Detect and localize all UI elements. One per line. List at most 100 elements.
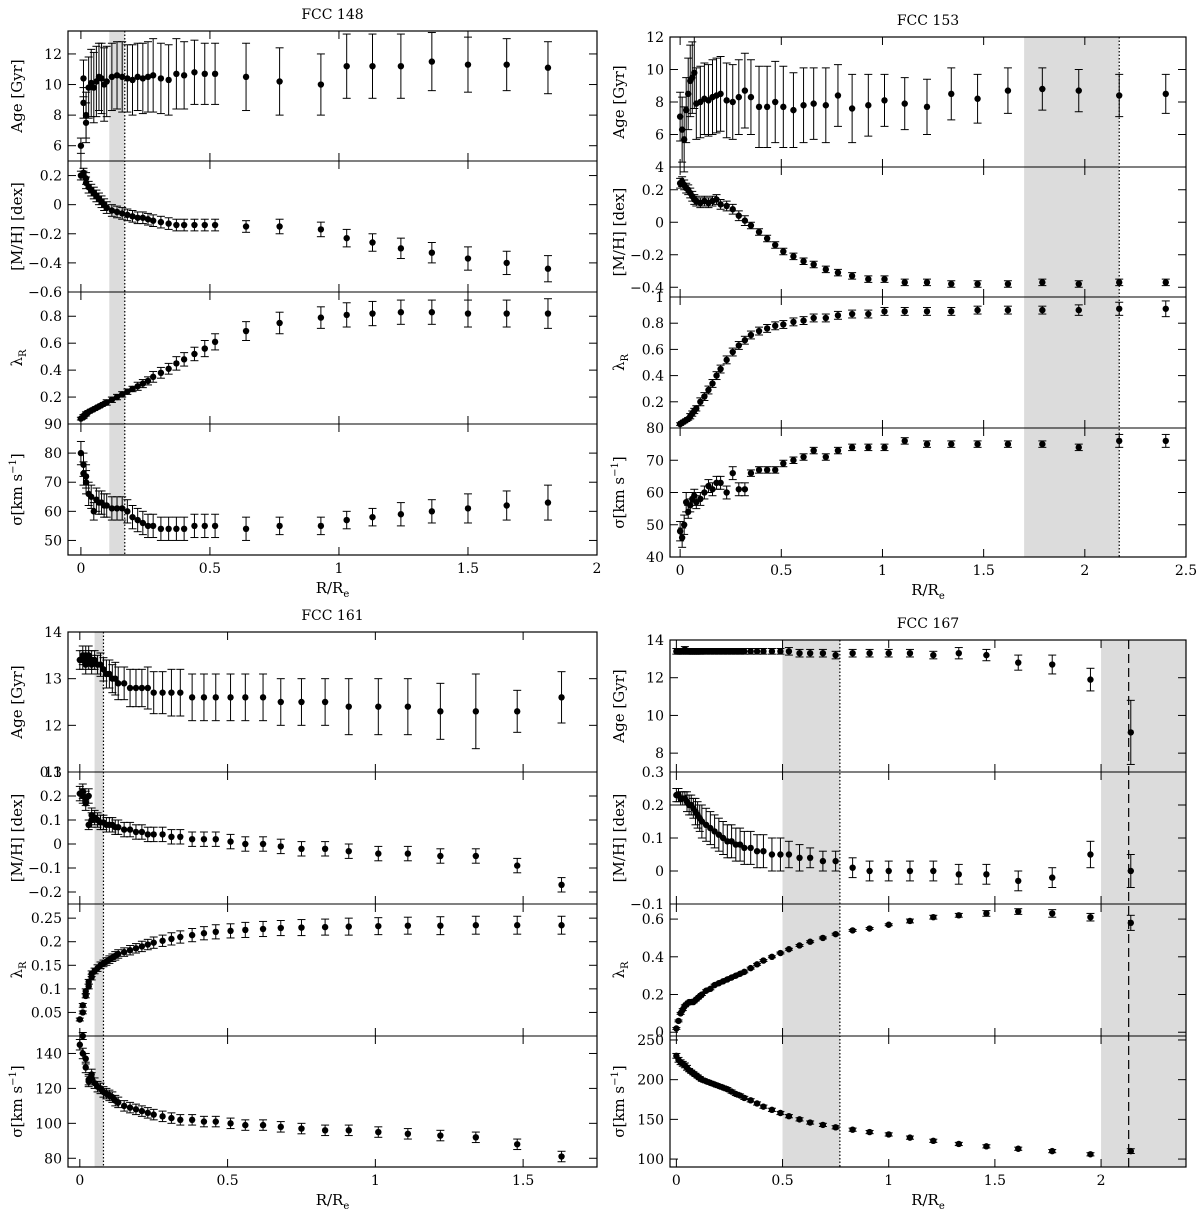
data-point: [113, 393, 121, 401]
data-point: [180, 72, 188, 79]
data-point: [885, 921, 892, 928]
data-point: [139, 214, 147, 221]
data-point: [276, 223, 283, 230]
data-point: [76, 1016, 84, 1023]
data-point: [397, 309, 405, 316]
y-tick-label: 0.05: [31, 1005, 62, 1021]
data-point: [848, 105, 856, 112]
data-point: [1127, 729, 1134, 736]
data-point: [242, 525, 250, 532]
data-point: [800, 453, 807, 461]
y-tick-label: 0.2: [40, 390, 62, 406]
y-axis-label: λR: [8, 349, 29, 367]
x-tick-label: 1.5: [973, 563, 995, 579]
data-point: [113, 505, 121, 512]
y-axis-label: Age [Gyr]: [8, 665, 26, 739]
data-point: [397, 511, 405, 518]
data-point: [735, 342, 742, 349]
data-point: [129, 513, 136, 521]
y-tick-label: 0.4: [642, 369, 664, 385]
data-point: [343, 311, 350, 319]
data-point: [763, 325, 771, 332]
data-point: [437, 1132, 444, 1139]
y-tick-label: 0: [655, 1025, 664, 1041]
data-point: [321, 845, 329, 852]
chart-frame: [67, 30, 598, 556]
y-tick-label: 0.2: [642, 798, 664, 814]
data-point: [129, 76, 136, 84]
data-point: [120, 826, 128, 833]
data-point: [763, 466, 771, 474]
panel-lambda: 0 0.2 0.4 0.6 λR: [610, 904, 1186, 1041]
data-point: [126, 1104, 134, 1111]
y-tick-label: −0.2: [28, 885, 62, 901]
data-point: [885, 867, 892, 875]
data-point: [790, 457, 797, 464]
data-point: [1039, 306, 1046, 314]
data-point: [558, 881, 565, 888]
data-point: [709, 380, 716, 387]
data-point: [713, 196, 720, 203]
y-tick-label: 8: [655, 746, 664, 762]
data-point: [948, 308, 955, 315]
data-point: [1127, 867, 1134, 875]
data-point: [906, 1134, 914, 1141]
data-point: [126, 826, 134, 833]
data-point: [983, 871, 990, 878]
data-point: [150, 1111, 157, 1118]
data-point: [124, 388, 131, 395]
data-point: [168, 935, 175, 943]
data-point: [673, 1025, 680, 1032]
chart-frame: [67, 631, 598, 1168]
y-tick-label: 0: [53, 198, 62, 214]
y-tick-label: 250: [637, 1033, 664, 1049]
data-point: [753, 648, 761, 655]
y-tick-label: 0.3: [40, 765, 62, 781]
data-point: [1015, 1145, 1022, 1152]
label-sub: R: [18, 961, 29, 969]
data-point: [901, 100, 908, 107]
data-point: [930, 1137, 937, 1145]
data-point: [173, 70, 180, 78]
data-point: [780, 248, 787, 255]
data-point: [866, 867, 873, 875]
data-point: [709, 486, 716, 493]
data-point: [134, 214, 141, 221]
data-point: [753, 848, 761, 855]
data-point: [1116, 92, 1123, 99]
y-tick-label: −0.4: [28, 256, 62, 272]
data-point: [369, 239, 376, 246]
data-point: [930, 651, 937, 659]
panel-sigma: 80 100 120 140 σ[km s−1]: [8, 1032, 597, 1167]
data-point: [848, 444, 856, 451]
data-point: [729, 348, 736, 356]
data-point: [138, 1107, 146, 1115]
data-point: [741, 337, 749, 344]
y-axis-label: λR: [610, 961, 631, 979]
data-point: [848, 310, 856, 318]
data-point: [97, 661, 104, 668]
data-point: [1004, 280, 1012, 288]
data-point: [157, 218, 165, 226]
data-point: [120, 948, 128, 956]
data-point: [806, 650, 814, 657]
data-point: [168, 689, 175, 696]
y-axis-label: [M/H] [dex]: [610, 794, 628, 883]
data-point: [115, 950, 122, 958]
y-tick-label: 0.15: [31, 958, 62, 974]
data-point: [159, 1113, 166, 1120]
y-tick-label: 0: [655, 864, 664, 880]
y-tick-label: 0.1: [642, 831, 664, 847]
data-point: [1087, 851, 1094, 858]
x-tick-label: 0: [75, 1173, 84, 1189]
x-tick-label: 0: [672, 1173, 681, 1189]
data-point: [834, 269, 842, 276]
data-point: [1075, 280, 1082, 288]
data-point: [1049, 661, 1056, 668]
y-tick-label: 12: [44, 718, 62, 734]
data-point: [755, 103, 763, 111]
data-point: [866, 925, 873, 932]
data-point: [159, 831, 166, 838]
data-point: [832, 651, 839, 659]
